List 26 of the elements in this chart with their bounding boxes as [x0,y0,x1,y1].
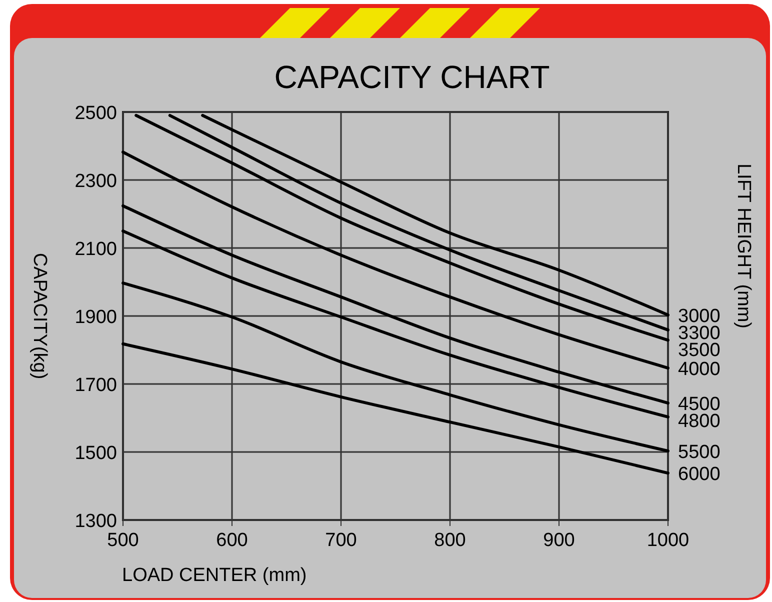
x-tick-label: 600 [216,530,248,551]
y-tick-label: 2300 [74,171,117,192]
x-tick-label: 800 [434,530,466,551]
legend-title: LIFT HEIGHT (mm) [733,163,754,329]
chart-title: CAPACITY CHART [274,59,550,95]
x-axis-title: LOAD CENTER (mm) [122,565,307,586]
series-label: 5500 [678,442,720,463]
x-tick-label: 900 [543,530,575,551]
series-label: 4800 [678,411,720,432]
series-label: 4000 [678,359,720,380]
y-tick-label: 2500 [74,103,117,124]
line-series [122,204,670,405]
line-series [122,282,670,452]
y-tick-label: 1500 [74,443,117,464]
x-tick-label: 1000 [646,530,690,551]
line-series [122,150,670,370]
line-series [122,342,670,475]
y-tick-label: 1700 [74,375,117,396]
series-label: 6000 [678,464,720,486]
x-tick-label: 700 [325,530,357,551]
y-tick-label: 2100 [74,239,117,260]
y-axis-title: CAPACITY(kg) [29,252,50,380]
y-tick-label: 1900 [74,307,117,328]
x-tick-label: 500 [107,530,139,551]
line-series [122,230,670,418]
y-tick-label: 1300 [74,511,117,532]
